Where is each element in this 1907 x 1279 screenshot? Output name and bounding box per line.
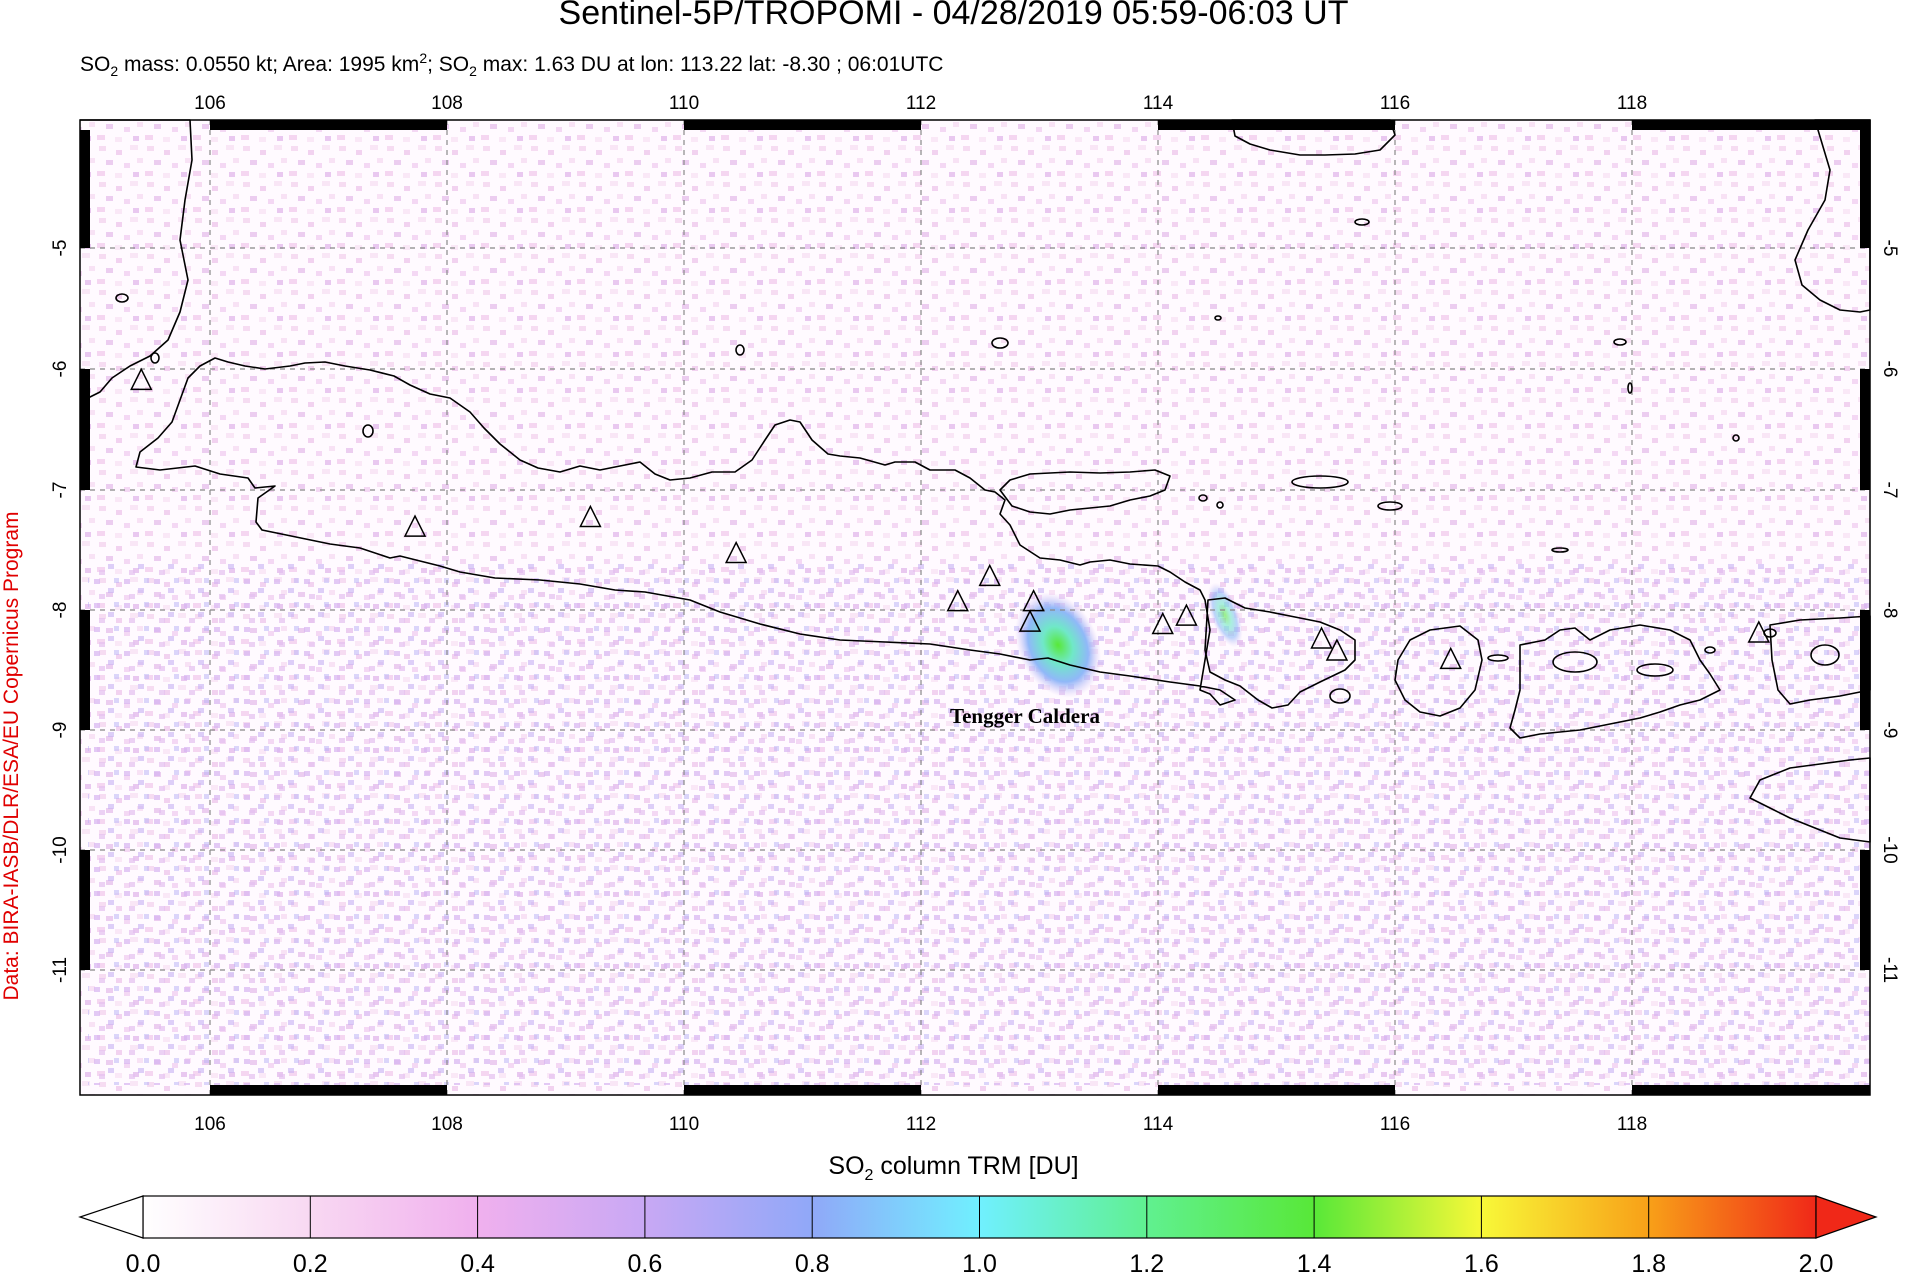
lat-tick-left: -5 — [50, 240, 71, 257]
colorbar-tick-label: 1.2 — [1129, 1250, 1164, 1278]
colorbar-tick-label: 1.4 — [1297, 1250, 1332, 1278]
coastlines — [79, 119, 1871, 843]
coastline-flores-west — [1769, 615, 1871, 705]
frame-scale-bars — [80, 120, 1870, 1095]
volcano-marker — [579, 504, 602, 528]
colorbar-tick-label: 0.8 — [795, 1250, 830, 1278]
lat-tick-right: -9 — [1879, 722, 1900, 739]
colorbar: 0.0 0.2 0.4 0.6 0.8 1.0 1.2 1.4 1.6 1.8 2.0 — [78, 1195, 1878, 1278]
lat-tick-left: -10 — [50, 836, 71, 863]
volcano-marker — [1310, 626, 1333, 649]
volcano-marker — [1018, 609, 1042, 632]
coastline-sumatra — [79, 119, 193, 403]
lon-tick-top: 112 — [906, 93, 936, 114]
volcano-marker — [724, 540, 748, 564]
coastline-bali — [1204, 597, 1356, 709]
volcano-marker — [978, 563, 1001, 587]
so2-plume — [1014, 592, 1102, 698]
lon-tick-bottom: 118 — [1617, 1114, 1647, 1135]
coastline-sumba — [1749, 757, 1871, 843]
volcano-marker — [130, 367, 153, 391]
lat-tick-left: -6 — [50, 361, 71, 378]
lat-tick-right: -11 — [1879, 957, 1900, 983]
lon-tick-top: 110 — [669, 93, 699, 114]
lat-tick-left: -11 — [50, 957, 71, 983]
coastline-java — [135, 357, 1236, 706]
coastline-sumbawa — [1509, 624, 1721, 739]
colorbar-tick-label: 1.8 — [1631, 1250, 1666, 1278]
volcano-label-tengger: Tengger Caldera — [950, 704, 1100, 728]
volcano-marker — [403, 514, 427, 537]
lon-tick-bottom: 108 — [431, 1114, 463, 1135]
volcano-marker — [1022, 589, 1045, 612]
volcano-marker — [1439, 646, 1462, 670]
colorbar-tick-label: 0.6 — [628, 1250, 663, 1278]
volcano-marker — [1151, 611, 1174, 635]
volcano-markers — [130, 367, 1771, 670]
volcano-marker — [1175, 603, 1198, 626]
lon-tick-top: 108 — [431, 93, 463, 114]
lat-tick-left: -8 — [50, 602, 71, 619]
so2-background-texture — [88, 560, 1870, 1085]
lat-tick-right: -7 — [1879, 482, 1900, 499]
map-frame — [79, 119, 1871, 1096]
lon-tick-top: 114 — [1143, 93, 1174, 114]
lat-tick-right: -5 — [1879, 240, 1900, 257]
colorbar-tick-label: 1.6 — [1464, 1250, 1499, 1278]
coastline-lombok — [1394, 625, 1483, 717]
map-title: Sentinel-5P/TROPOMI - 04/28/2019 05:59-0… — [558, 0, 1349, 32]
lat-tick-right: -8 — [1879, 602, 1900, 619]
colorbar-over-arrow — [1815, 1195, 1878, 1239]
lon-tick-bottom: 114 — [1143, 1114, 1174, 1135]
lon-tick-bottom: 106 — [194, 1114, 226, 1135]
lon-tick-bottom: 112 — [906, 1114, 936, 1135]
colorbar-under-arrow — [78, 1195, 144, 1239]
coastline-madura — [999, 469, 1171, 515]
lon-tick-top: 116 — [1380, 93, 1410, 114]
colorbar-title: SO2 column TRM [DU] — [828, 1152, 1079, 1184]
volcano-marker — [946, 589, 969, 612]
graticule — [80, 120, 1870, 1095]
colorbar-tick-label: 2.0 — [1799, 1250, 1834, 1278]
colorbar-tick-label: 1.0 — [962, 1250, 997, 1278]
lat-tick-right: -10 — [1879, 836, 1900, 863]
lon-tick-bottom: 110 — [669, 1114, 699, 1135]
colorbar-tick-label: 0.0 — [126, 1250, 161, 1278]
colorbar-tick-label: 0.4 — [460, 1250, 495, 1278]
volcano-marker — [1747, 620, 1771, 643]
lat-tick-left: -7 — [50, 482, 71, 499]
lon-tick-top: 106 — [194, 93, 226, 114]
lon-tick-top: 118 — [1617, 93, 1647, 114]
volcano-marker — [1325, 638, 1349, 661]
so2-summary: SO2 mass: 0.0550 kt; Area: 1995 km2; SO2… — [80, 50, 944, 80]
lat-tick-right: -6 — [1879, 361, 1900, 378]
lon-tick-bottom: 116 — [1380, 1114, 1410, 1135]
lat-tick-left: -9 — [50, 722, 71, 739]
colorbar-tick-label: 0.2 — [293, 1250, 328, 1278]
